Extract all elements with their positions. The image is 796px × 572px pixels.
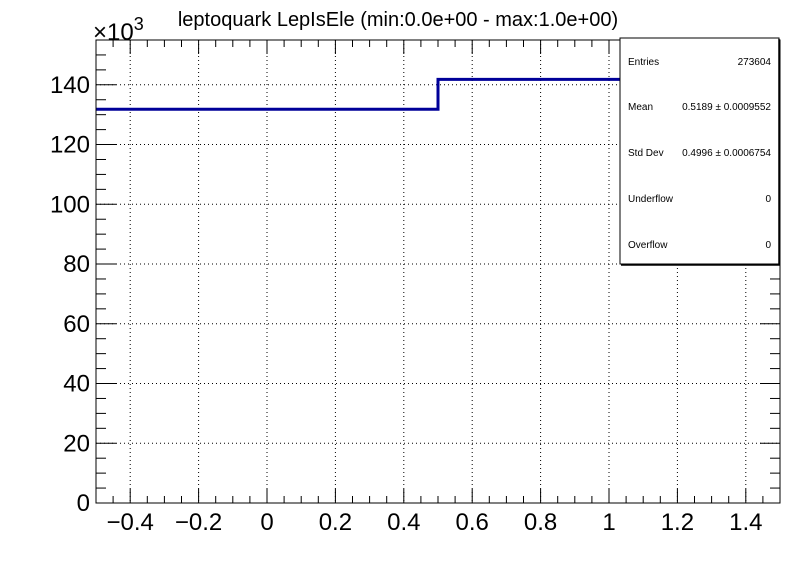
stats-entries-label: Entries: [628, 57, 659, 68]
x-tick-label: 0.8: [524, 509, 557, 536]
x-tick-label: 0.6: [456, 509, 489, 536]
x-tick-label: −0.2: [175, 509, 222, 536]
stats-box: Entries 273604 Mean 0.5189 ± 0.0009552 S…: [619, 37, 780, 266]
x-tick-label: 1.2: [661, 509, 694, 536]
y-tick-label: 80: [63, 251, 90, 278]
x-tick-label: 0.2: [319, 509, 352, 536]
stats-underflow-label: Underflow: [628, 194, 674, 205]
x-tick-label: −0.4: [107, 509, 154, 536]
x-tick-label: 1.4: [729, 509, 762, 536]
stats-box-frame: [619, 37, 780, 265]
stats-stddev-label: Std Dev: [628, 148, 664, 159]
plot-frame: [95, 39, 781, 504]
y-tick-label: 120: [50, 132, 90, 159]
x-tick-label: 1: [602, 509, 615, 536]
stats-entries-value: 273604: [738, 57, 772, 68]
stats-mean-value: 0.5189 ± 0.0009552: [682, 102, 771, 113]
stats-mean-label: Mean: [628, 102, 653, 113]
x-tick-label: 0: [260, 509, 273, 536]
y-tick-label: 0: [77, 490, 90, 517]
chart-title: leptoquark LepIsEle (min:0.0e+00 - max:1…: [178, 9, 618, 31]
histogram-line: [96, 77, 780, 111]
x-tick-label: 0.4: [387, 509, 420, 536]
stats-overflow-label: Overflow: [628, 240, 668, 251]
y-tick-label: 140: [50, 72, 90, 99]
stats-underflow-value: 0: [765, 194, 771, 205]
stats-stddev-value: 0.4996 ± 0.0006754: [682, 148, 771, 159]
stats-overflow-value: 0: [765, 240, 771, 251]
y-tick-label: 100: [50, 191, 90, 218]
x-tick-labels: −0.4 −0.2 0 0.2 0.4 0.6 0.8 1 1.2 1.4: [107, 509, 763, 536]
y-tick-labels: 0 20 40 60 80 100 120 140: [50, 72, 90, 517]
y-tick-label: 40: [63, 371, 90, 398]
y-tick-label: 20: [63, 430, 90, 457]
y-axis-multiplier: ×103: [93, 14, 144, 46]
y-tick-label: 60: [63, 311, 90, 338]
